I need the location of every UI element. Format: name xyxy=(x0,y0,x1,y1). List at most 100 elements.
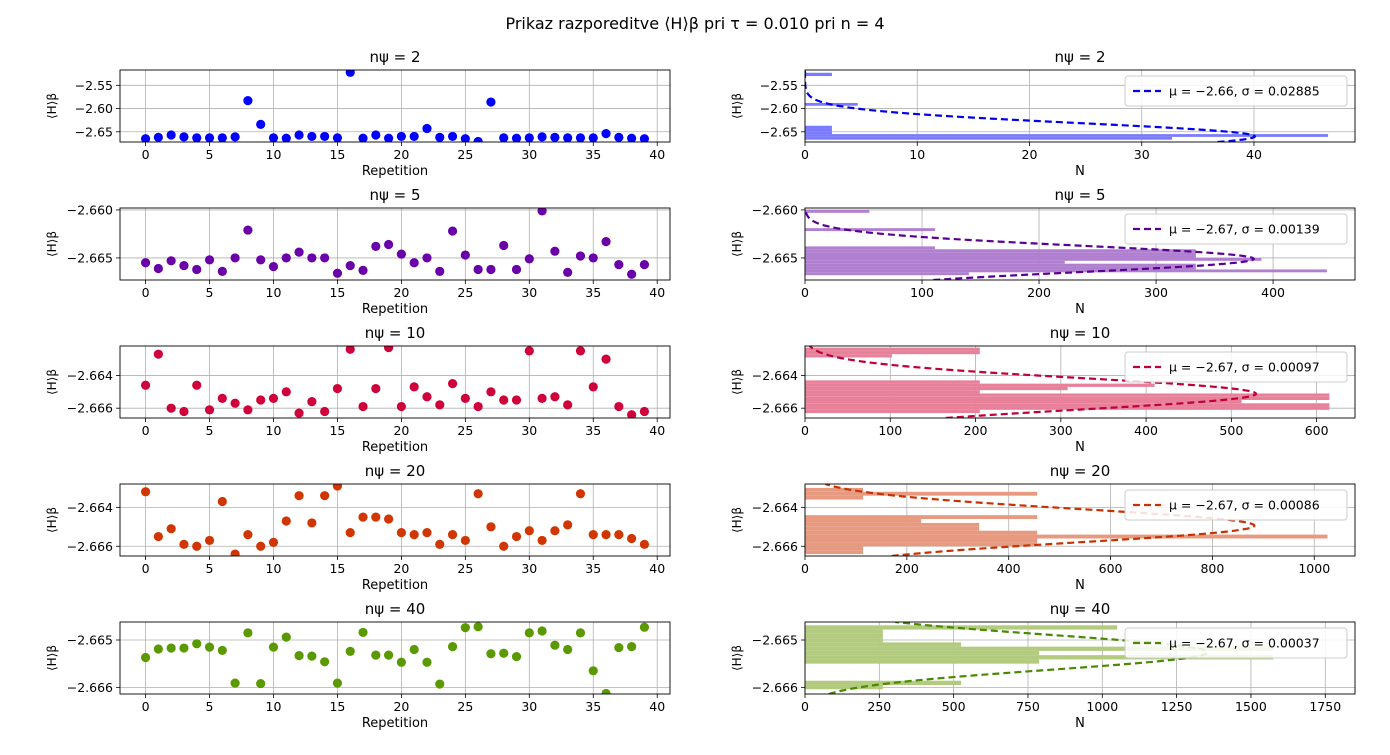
x-tick-label: 5 xyxy=(206,423,214,438)
x-tick-label: 15 xyxy=(329,285,345,300)
y-axis-label: ⟨H⟩β xyxy=(730,369,744,395)
fit-curve xyxy=(828,622,1209,694)
axes-frame xyxy=(119,621,671,695)
chart-panels: 0 5 10 15 20 25 30 35 40 −2.55 −2.60 −2.65 nψ = 2 Rep… xyxy=(45,48,1356,731)
scatter-point xyxy=(524,628,534,638)
scatter-point xyxy=(639,539,650,549)
x-tick-label: 20 xyxy=(393,423,409,438)
x-tick-label: 300 xyxy=(1049,423,1073,438)
scatter-point xyxy=(486,649,496,659)
x-tick-label: 20 xyxy=(393,147,409,162)
scatter-point xyxy=(332,268,343,278)
scatter-point xyxy=(588,382,598,392)
y-tick-label: −2.666 xyxy=(67,539,113,554)
scatter-point xyxy=(384,346,394,353)
fit-curve xyxy=(805,208,1256,280)
scatter-point xyxy=(358,512,368,522)
x-tick-label: 30 xyxy=(521,147,537,162)
scatter-point xyxy=(281,516,291,526)
histogram-bar xyxy=(805,526,980,531)
axes-frame xyxy=(119,345,671,419)
scatter-point xyxy=(409,529,419,540)
scatter-point xyxy=(575,489,586,499)
y-tick-label: −2.660 xyxy=(67,202,113,217)
x-tick-label: 25 xyxy=(457,561,473,576)
scatter-point xyxy=(499,541,509,551)
y-tick-label: −2.65 xyxy=(75,124,113,139)
scatter-point xyxy=(230,678,240,688)
scatter-point xyxy=(204,642,215,652)
scatter-point xyxy=(345,261,355,271)
scatter-point xyxy=(320,253,330,263)
x-tick-label: 0 xyxy=(801,147,809,162)
scatter-point xyxy=(409,644,419,655)
legend-box xyxy=(1124,489,1348,521)
x-tick-label: 200 xyxy=(1027,285,1051,300)
scatter-point xyxy=(243,225,253,235)
x-tick-label: 1750 xyxy=(1309,699,1341,714)
scatter-point xyxy=(320,131,330,142)
y-axis-label: ⟨H⟩β xyxy=(730,507,744,533)
x-tick-label: 25 xyxy=(457,699,473,714)
histogram-bar xyxy=(805,134,1329,137)
histogram-bar xyxy=(805,136,1173,140)
axes-frame xyxy=(804,69,1356,143)
x-tick-label: 10 xyxy=(266,699,282,714)
scatter-point xyxy=(473,489,483,499)
panel-title: nψ = 5 xyxy=(369,186,420,204)
scatter-point xyxy=(179,539,189,549)
scatter-point xyxy=(499,648,509,658)
x-tick-label: 40 xyxy=(649,147,665,162)
x-tick-label: 20 xyxy=(393,285,409,300)
x-tick-label: 500 xyxy=(1219,423,1243,438)
y-axis-label: ⟨H⟩β xyxy=(730,93,744,119)
histogram-bar xyxy=(805,257,1262,261)
scatter-point xyxy=(243,405,253,415)
histogram-bar xyxy=(805,347,980,351)
scatter-point xyxy=(332,484,343,491)
panel-title: nψ = 10 xyxy=(1050,324,1111,342)
histogram-bar xyxy=(805,380,980,384)
scatter-point xyxy=(294,408,304,418)
x-tick-label: 40 xyxy=(1246,147,1262,162)
histogram-bar xyxy=(805,269,1327,273)
histogram-bar xyxy=(805,400,1242,404)
scatter-point xyxy=(345,528,355,538)
x-tick-label: 800 xyxy=(1200,561,1224,576)
scatter-point xyxy=(256,255,266,265)
axes-frame xyxy=(804,207,1356,281)
histogram-bar xyxy=(805,393,1330,397)
y-tick-label: −2.65 xyxy=(760,124,798,139)
chart-panel-0: 0 5 10 15 20 25 30 35 40 −2.55 −2.60 −2.65 nψ = 2 Rep… xyxy=(45,48,671,179)
y-tick-label: −2.60 xyxy=(75,101,113,116)
scatter-point xyxy=(511,395,522,405)
scatter-point xyxy=(281,253,291,263)
legend-label: μ = −2.66, σ = 0.02885 xyxy=(1169,84,1320,99)
x-tick-label: 10 xyxy=(266,285,282,300)
x-axis-label: N xyxy=(1075,578,1085,593)
x-tick-label: 100 xyxy=(878,423,902,438)
axes-frame xyxy=(119,483,671,557)
x-tick-label: 5 xyxy=(206,699,214,714)
scatter-point xyxy=(601,354,611,364)
scatter-point xyxy=(614,642,624,653)
histogram-bar xyxy=(805,638,883,643)
x-tick-label: 1250 xyxy=(1161,699,1193,714)
y-tick-label: −2.55 xyxy=(75,78,113,93)
x-tick-label: 500 xyxy=(942,699,966,714)
scatter-point xyxy=(281,632,291,642)
scatter-point xyxy=(537,535,547,546)
scatter-point xyxy=(384,514,394,524)
x-tick-label: 10 xyxy=(266,423,282,438)
histogram-bar xyxy=(805,491,1038,496)
x-tick-label: 35 xyxy=(585,561,601,576)
scatter-point xyxy=(320,657,330,667)
scatter-point xyxy=(230,398,240,408)
scatter-point xyxy=(256,119,266,129)
scatter-point xyxy=(371,650,381,660)
x-tick-label: 1000 xyxy=(1086,699,1118,714)
histogram-bar xyxy=(805,272,969,276)
x-tick-label: 100 xyxy=(910,285,934,300)
scatter-point xyxy=(281,133,291,142)
